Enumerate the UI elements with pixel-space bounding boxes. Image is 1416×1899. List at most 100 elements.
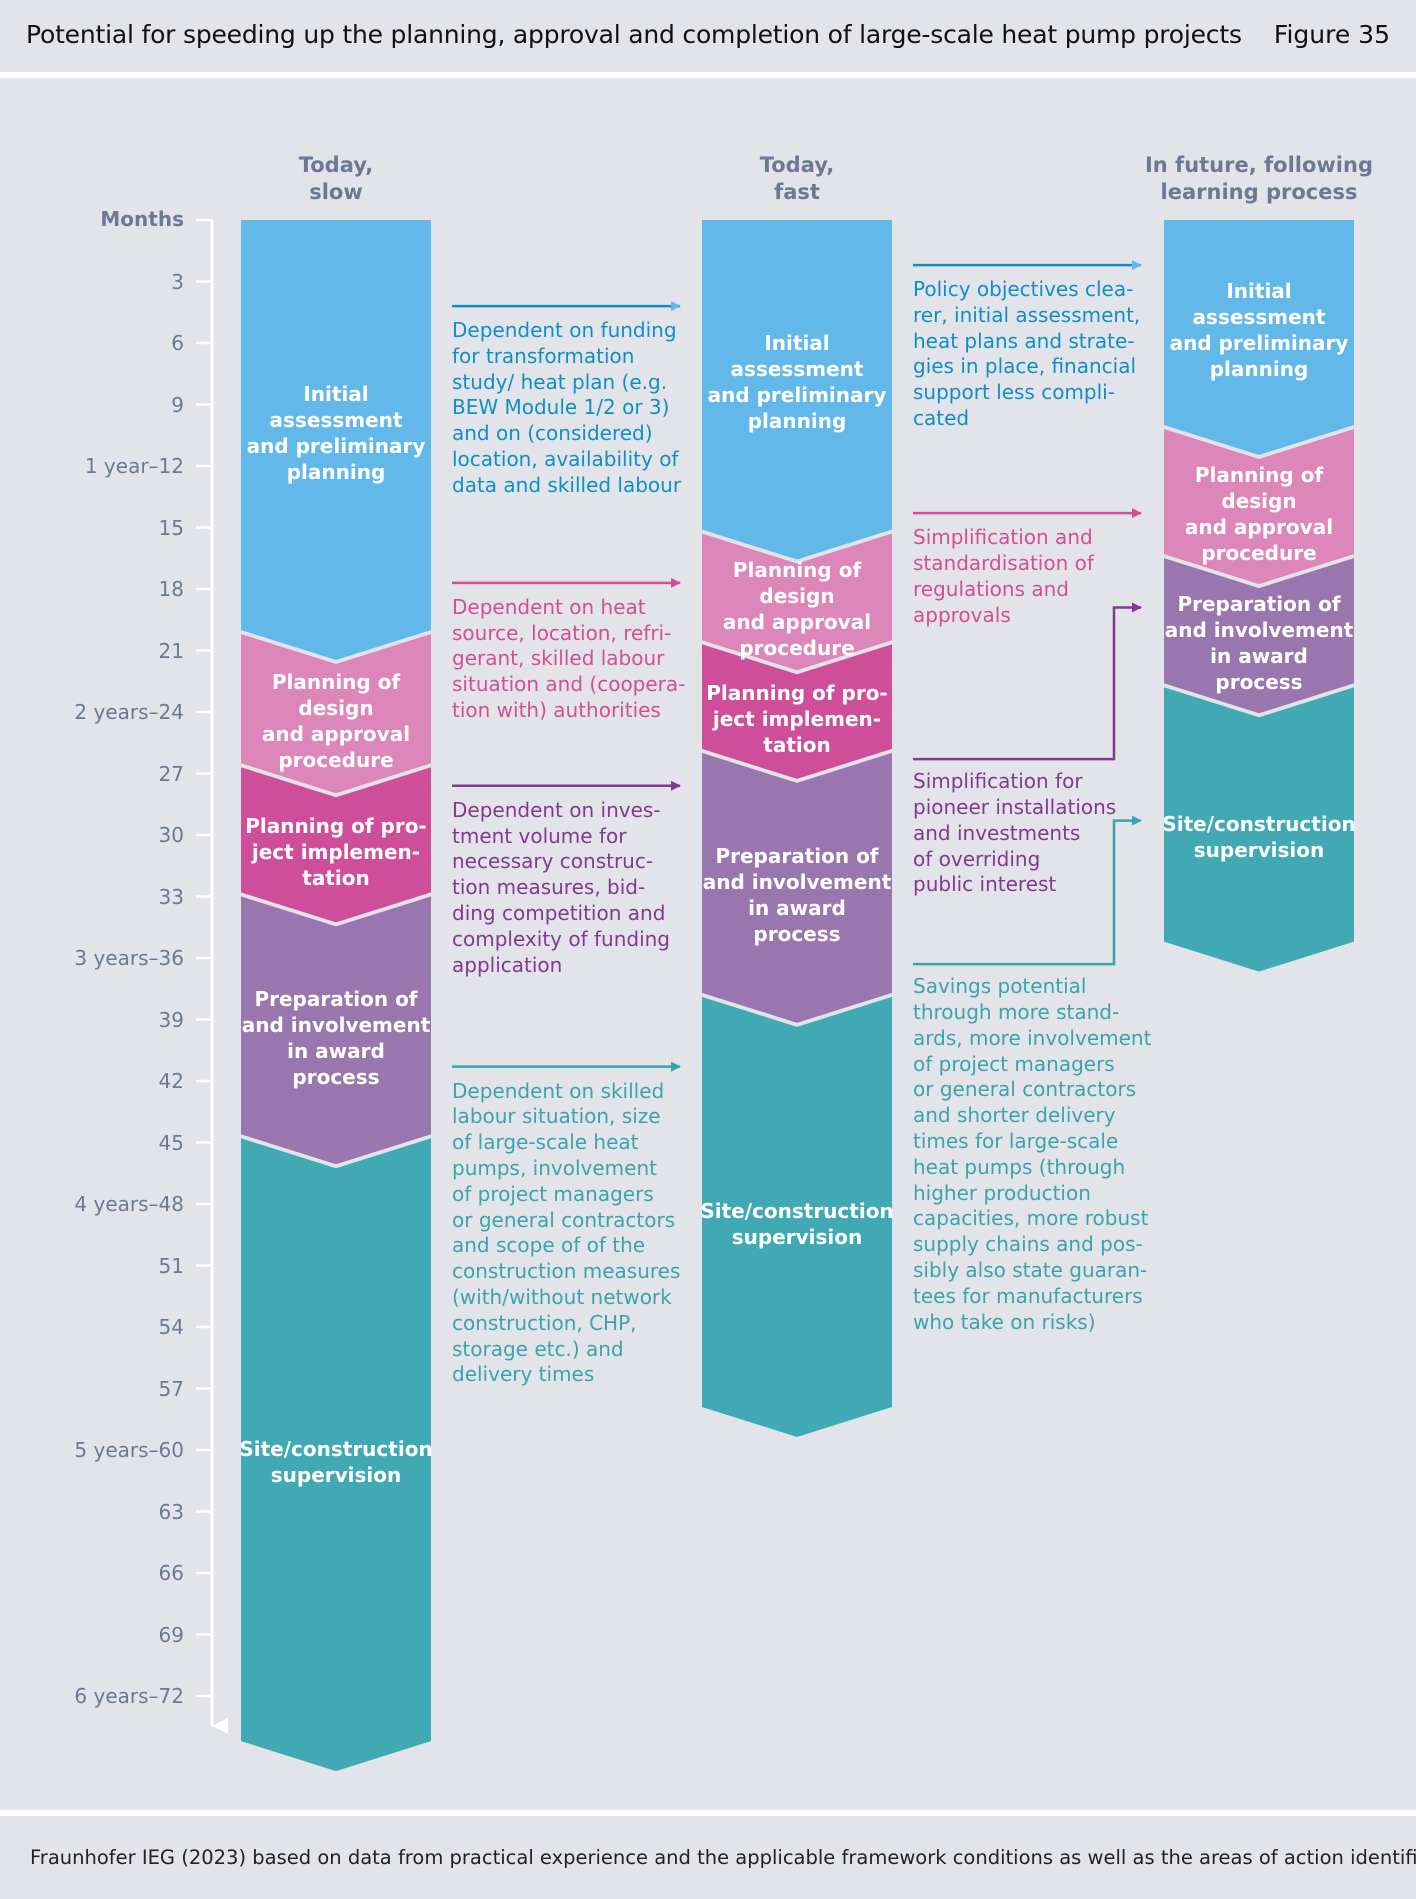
arrow-award xyxy=(913,602,1142,761)
axis-tick-label: 4 years–48 xyxy=(74,1192,184,1216)
note-line: or general contractors xyxy=(913,1077,1137,1102)
note-line: tion with) authorities xyxy=(452,698,661,723)
note-today-award: Dependent on inves-tment volume for neces… xyxy=(452,798,670,979)
note-line: (with/without network xyxy=(452,1285,672,1310)
segment-label-line: Initial xyxy=(303,381,369,406)
note-line: gerant, skilled labour xyxy=(452,646,665,671)
column-heading-line: Today, xyxy=(759,153,835,177)
connector-arrows xyxy=(452,260,1142,1072)
segment-label-line: assessment xyxy=(730,357,864,382)
note-line: application xyxy=(452,952,563,977)
axis-tick-label: 21 xyxy=(158,638,184,663)
note-line: who take on risks) xyxy=(913,1309,1096,1334)
axis-tick-label: 1 year–12 xyxy=(84,454,184,478)
note-line: Dependent on funding xyxy=(452,318,677,343)
segment-label-line: Planning of pro- xyxy=(706,681,888,706)
note-today-implementation: Dependent on heat source, location, refri… xyxy=(452,595,685,724)
axis-tick-label: 3 years–36 xyxy=(74,946,184,970)
segment-label-line: and approval xyxy=(722,610,872,635)
segment-label-initial: Initial assessment and preliminary planning xyxy=(241,220,431,645)
axis-tick-label: 30 xyxy=(158,823,184,847)
segment-label-line: procedure xyxy=(739,636,855,661)
figure-footer: Fraunhofer IEG (2023) based on data from… xyxy=(0,1810,1416,1899)
axis-tick-label: 9 xyxy=(171,392,184,417)
segment-implementation xyxy=(241,767,431,923)
note-line: study/ heat plan (e.g. xyxy=(452,369,668,394)
segment-label-line: supervision xyxy=(1193,837,1325,862)
segment-label-award: Preparation of and involvement in award pro… xyxy=(702,783,892,1008)
segment-label-line: procedure xyxy=(1201,541,1317,566)
axis-tick-label: 69 xyxy=(158,1622,184,1647)
segment-label-line: Preparation of xyxy=(1177,592,1341,617)
note-line: and shorter delivery xyxy=(913,1103,1116,1128)
note-line: storage etc.) and xyxy=(452,1336,624,1361)
note-line: cated xyxy=(913,406,970,431)
segment-label-award: Preparation of and involvement in award pr… xyxy=(1164,588,1354,698)
note-line: BEW Module 1/2 or 3) xyxy=(452,395,670,420)
segment-label-line: and preliminary xyxy=(1169,331,1349,355)
note-line: pioneer installations xyxy=(913,794,1117,819)
segment-label-line: supervision xyxy=(731,1225,863,1250)
segment-label-design: Planning of design and approval procedure xyxy=(702,558,892,660)
segment-label-line: Site/construction xyxy=(700,1199,894,1224)
segment-award xyxy=(241,896,431,1165)
segment-label-line: tation xyxy=(763,733,831,758)
segment-label-text: Preparation of and involvement in award pro… xyxy=(703,843,892,947)
note-line: public interest xyxy=(913,872,1057,897)
note-line: and investments xyxy=(913,820,1081,845)
time-axis xyxy=(196,218,228,1734)
column-heading: In future, following learning process xyxy=(1094,152,1416,206)
segment-label-text: Planning of pro-ject implemen-tation xyxy=(706,680,887,758)
axis-heading: Months xyxy=(100,207,184,231)
segment-label-line: Site/construction xyxy=(239,1437,433,1462)
note-line: heat plans and strate- xyxy=(913,328,1135,353)
segment-label-line: in award xyxy=(748,896,846,921)
figure-title: Potential for speeding up the planning, … xyxy=(26,20,1242,49)
note-line: sibly also state guaran- xyxy=(913,1257,1148,1282)
note-line: approvals xyxy=(913,602,1011,627)
segment-label-implementation: Planning of pro-ject implemen-tation xyxy=(241,797,431,907)
segment-award xyxy=(1164,558,1354,714)
segment-label-design: Planning of design and approval procedure xyxy=(241,664,431,778)
note-line: through more stand- xyxy=(913,999,1120,1024)
axis-tick-label: 2 years–24 xyxy=(74,700,184,724)
note-line: ards, more involvement xyxy=(913,1025,1152,1050)
column-heading-line: In future, following xyxy=(1144,153,1373,177)
segment-label-line: Preparation of xyxy=(254,986,418,1011)
axis-tick-label: 3 xyxy=(171,269,184,294)
note-line: construction measures xyxy=(452,1259,681,1284)
segment-design xyxy=(241,634,431,794)
segment-label-site: Site/construction supervision xyxy=(700,1027,894,1422)
note-line: pumps, involvement xyxy=(452,1156,657,1181)
segment-label-text: Site/construction supervision xyxy=(1162,811,1355,863)
note-line: of project managers xyxy=(452,1181,654,1206)
note-today-site: Dependent on skilled labour situation, si… xyxy=(452,1079,680,1389)
axis-tick-label: 39 xyxy=(158,1007,184,1032)
segment-design xyxy=(702,533,892,671)
segment-initial xyxy=(241,220,431,660)
segment-label-line: process xyxy=(753,922,841,947)
note-line: regulations and xyxy=(913,576,1069,601)
segment-implementation xyxy=(702,644,892,779)
segment-label-line: and involvement xyxy=(241,1012,431,1037)
column-heading-line: fast xyxy=(774,180,820,204)
axis-tick-label: 6 xyxy=(171,331,184,355)
segment-label-line: and involvement xyxy=(1164,618,1354,643)
axis-tick-label: 18 xyxy=(158,577,184,601)
note-line: tion measures, bid- xyxy=(452,875,646,900)
note-line: Dependent on inves- xyxy=(452,797,661,822)
segment-label-site: Site/construction supervision xyxy=(1162,717,1355,956)
axis-tick-label: 51 xyxy=(158,1253,184,1278)
segment-label-line: assessment xyxy=(1192,305,1326,329)
note-line: Dependent on skilled xyxy=(452,1078,665,1103)
segment-label-implementation: Planning of pro-ject implemen-tation xyxy=(702,674,892,764)
note-line: heat pumps (through xyxy=(913,1154,1126,1179)
segment-label-text: Planning of design and approval procedure xyxy=(241,669,431,773)
axis-tick-label: 33 xyxy=(158,884,184,909)
note-future-design: Simplification and standardisation of regu… xyxy=(913,525,1094,628)
segment-label-award: Preparation of and involvement in award pro… xyxy=(241,926,431,1149)
note-line: support less compli- xyxy=(913,380,1115,405)
note-line: standardisation of xyxy=(913,550,1094,575)
segment-award xyxy=(702,752,892,1023)
